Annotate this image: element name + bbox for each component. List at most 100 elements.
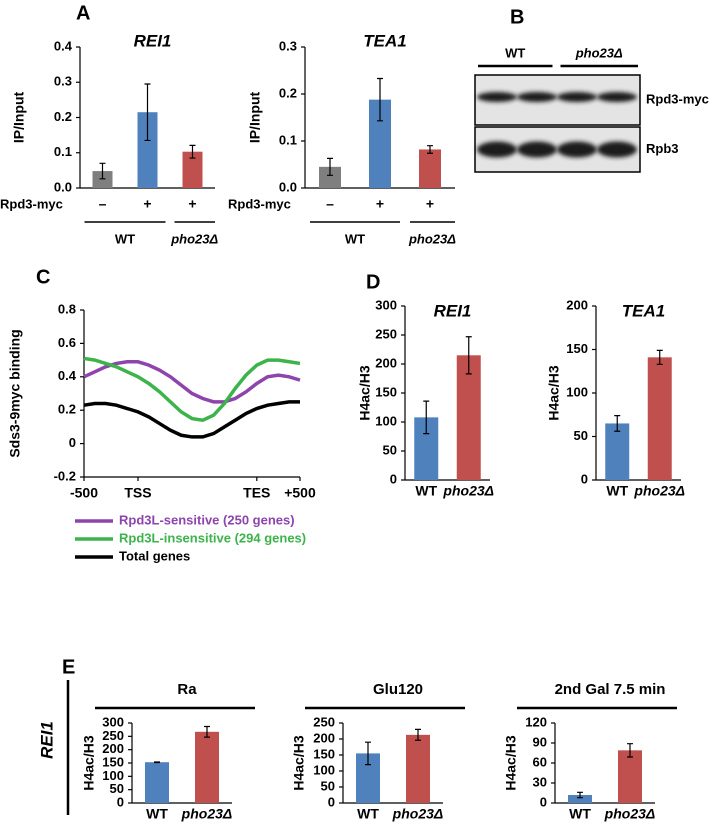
- blot-band: [477, 92, 517, 102]
- y-axis-label: IP/Input: [247, 92, 263, 144]
- error-bar: [415, 728, 421, 741]
- error-bar: [465, 336, 472, 375]
- bar: [319, 166, 341, 188]
- line: [83, 360, 301, 404]
- x-tick-label: WT: [357, 806, 379, 822]
- group-label: pho23Δ: [575, 45, 623, 60]
- y-tick-label: 50: [574, 428, 588, 443]
- x-tick-label: TSS: [124, 485, 151, 501]
- y-tick-label: 50: [383, 442, 397, 457]
- bar: [605, 423, 630, 480]
- y-tick-label: 150: [102, 754, 124, 769]
- legend-label: Rpd3L-insensitive (294 genes): [119, 530, 306, 545]
- y-tick-label: 0.8: [58, 301, 76, 316]
- bar: [145, 762, 169, 803]
- chart-title: REI1: [134, 31, 172, 50]
- y-tick-label: 0.2: [54, 109, 72, 124]
- y-tick-label: 100: [375, 413, 397, 428]
- error-bar: [427, 145, 433, 154]
- side-label: REI1: [37, 721, 56, 759]
- group-label: pho23Δ: [408, 231, 456, 246]
- y-tick-label: 150: [375, 384, 397, 399]
- bar: [369, 99, 391, 188]
- y-tick-label: 250: [102, 728, 124, 743]
- blot-band: [517, 92, 557, 102]
- y-tick-label: 50: [321, 778, 335, 793]
- blot-band: [597, 141, 637, 158]
- y-tick-label: 200: [566, 297, 588, 312]
- bar: [568, 795, 592, 803]
- error-bar: [144, 83, 151, 142]
- panel-letter: B: [510, 6, 524, 28]
- y-tick-label: 120: [525, 714, 547, 729]
- y-tick-label: 100: [313, 762, 335, 777]
- y-axis-label: H4ac/H3: [546, 365, 562, 420]
- error-bar: [627, 743, 633, 758]
- y-tick-label: 250: [375, 326, 397, 341]
- blot-band: [597, 92, 637, 102]
- y-tick-label: 0: [581, 471, 588, 486]
- y-tick-label: 0: [117, 794, 124, 809]
- bar: [195, 731, 219, 803]
- error-bar: [577, 791, 583, 799]
- chart-title: Glu120: [373, 681, 423, 698]
- y-tick-label: 300: [375, 297, 397, 312]
- y-tick-label: 250: [313, 714, 335, 729]
- x-tick-label: -500: [70, 485, 98, 501]
- y-tick-label: 0: [69, 435, 76, 450]
- blot-band: [557, 92, 597, 102]
- y-tick-label: 0.2: [279, 85, 297, 100]
- x-tick-label: +: [143, 196, 151, 212]
- row-label: Rpd3-myc: [228, 196, 291, 211]
- x-tick-label: pho23Δ: [633, 483, 685, 499]
- x-tick-label: +: [376, 196, 384, 212]
- y-axis-label: IP/Input: [11, 92, 27, 144]
- y-tick-label: 100: [102, 768, 124, 783]
- y-tick-label: 0.4: [54, 38, 73, 53]
- x-tick-label: WT: [146, 806, 168, 822]
- chart-title: TEA1: [622, 301, 665, 320]
- error-bar: [154, 761, 160, 764]
- bar: [618, 750, 642, 803]
- x-tick-label: pho23Δ: [442, 483, 494, 499]
- y-tick-label: 0.4: [58, 368, 77, 383]
- x-tick-label: WT: [606, 483, 628, 499]
- y-tick-label: 300: [102, 714, 124, 729]
- bar: [92, 171, 113, 188]
- x-tick-label: +: [188, 196, 196, 212]
- y-axis-label: H4ac/H3: [81, 735, 97, 790]
- x-tick-label: +: [426, 196, 434, 212]
- chart-title: REI1: [434, 301, 472, 320]
- chart-title: 2nd Gal 7.5 min: [555, 681, 666, 698]
- error-bar: [377, 77, 383, 122]
- y-tick-label: 90: [533, 734, 547, 749]
- x-tick-label: pho23Δ: [604, 806, 656, 822]
- y-tick-label: 0: [390, 471, 397, 486]
- panel-letter: A: [76, 2, 90, 24]
- blot-row-label: Rpb3: [646, 141, 679, 156]
- x-tick-label: WT: [415, 483, 437, 499]
- y-tick-label: 150: [313, 746, 335, 761]
- y-tick-label: 100: [566, 384, 588, 399]
- y-tick-label: 0.1: [279, 132, 297, 147]
- x-tick-label: TES: [243, 485, 270, 501]
- bar: [647, 357, 672, 480]
- error-bar: [614, 415, 621, 432]
- error-bar: [204, 725, 210, 738]
- y-tick-label: 0.0: [54, 179, 72, 194]
- error-bar: [99, 162, 106, 180]
- y-tick-label: 0.1: [54, 144, 72, 159]
- bar: [182, 151, 203, 188]
- row-label: Rpd3-myc: [0, 196, 63, 211]
- chart-title: Ra: [177, 681, 197, 698]
- x-tick-label: –: [326, 196, 334, 212]
- line: [83, 400, 300, 439]
- y-tick-label: 0: [540, 794, 547, 809]
- legend-label: Rpd3L-sensitive (250 genes): [119, 512, 295, 527]
- y-tick-label: 60: [533, 754, 547, 769]
- y-tick-label: 0.2: [58, 402, 76, 417]
- y-axis-label: H4ac/H3: [503, 735, 519, 790]
- line: [83, 356, 301, 423]
- panel-letter: D: [366, 271, 380, 293]
